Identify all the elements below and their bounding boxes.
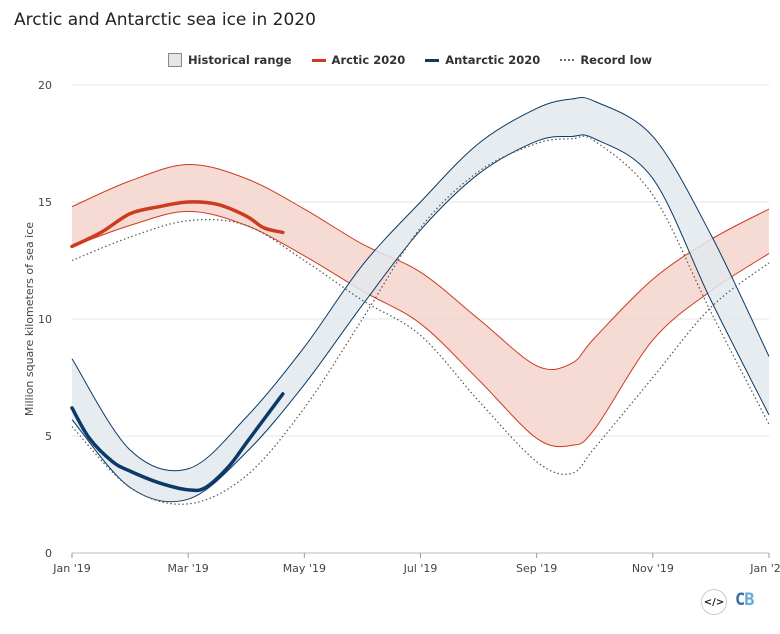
y-tick-label: 15 <box>38 196 52 209</box>
legend-swatch-antarctic <box>425 58 440 62</box>
x-tick-label: May '19 <box>283 562 326 575</box>
embed-code-button[interactable]: </> <box>701 589 727 615</box>
arctic-range-band <box>72 164 769 447</box>
x-tick-label: Nov '19 <box>632 562 674 575</box>
legend-swatch-record <box>560 59 575 61</box>
code-icon: </> <box>703 596 725 608</box>
x-tick-label: Mar '19 <box>168 562 209 575</box>
legend-item-antarctic[interactable]: Antarctic 2020 <box>425 53 540 67</box>
y-tick-label: 5 <box>45 430 52 443</box>
legend: Historical range Arctic 2020 Antarctic 2… <box>0 53 780 67</box>
arctic-2020-line <box>70 200 285 249</box>
y-tick-label: 10 <box>38 313 52 326</box>
arctic-range-band-lower <box>71 210 770 448</box>
legend-label: Historical range <box>187 53 292 67</box>
legend-label: Record low <box>580 53 653 67</box>
legend-item-record[interactable]: Record low <box>560 53 652 67</box>
legend-label: Antarctic 2020 <box>445 53 541 67</box>
arctic-range-band-upper <box>71 164 770 371</box>
antarctic-range-band <box>72 97 769 502</box>
y-tick-label: 20 <box>38 79 52 92</box>
antarctic-range-band-lower <box>71 134 770 503</box>
legend-label: Arctic 2020 <box>331 53 406 67</box>
legend-swatch-arctic <box>311 58 326 62</box>
legend-item-arctic[interactable]: Arctic 2020 <box>311 53 406 67</box>
antarctic-2020-line <box>70 392 285 493</box>
y-tick-label: 0 <box>45 547 52 560</box>
y-axis-label: Million square kilometers of sea ice <box>23 222 36 416</box>
x-tick-label: Sep '19 <box>516 562 557 575</box>
x-tick-label: Jan '20 <box>749 562 780 575</box>
antarctic-range-band-upper <box>71 96 770 472</box>
arctic-record-low-line <box>71 218 770 475</box>
x-tick-label: Jan '19 <box>52 562 90 575</box>
x-tick-label: Jul '19 <box>403 562 438 575</box>
carbon-brief-logo: CB <box>735 590 755 610</box>
legend-swatch-box <box>167 53 182 67</box>
legend-item-historical[interactable]: Historical range <box>167 53 292 67</box>
chart-title: Arctic and Antarctic sea ice in 2020 <box>14 10 316 30</box>
